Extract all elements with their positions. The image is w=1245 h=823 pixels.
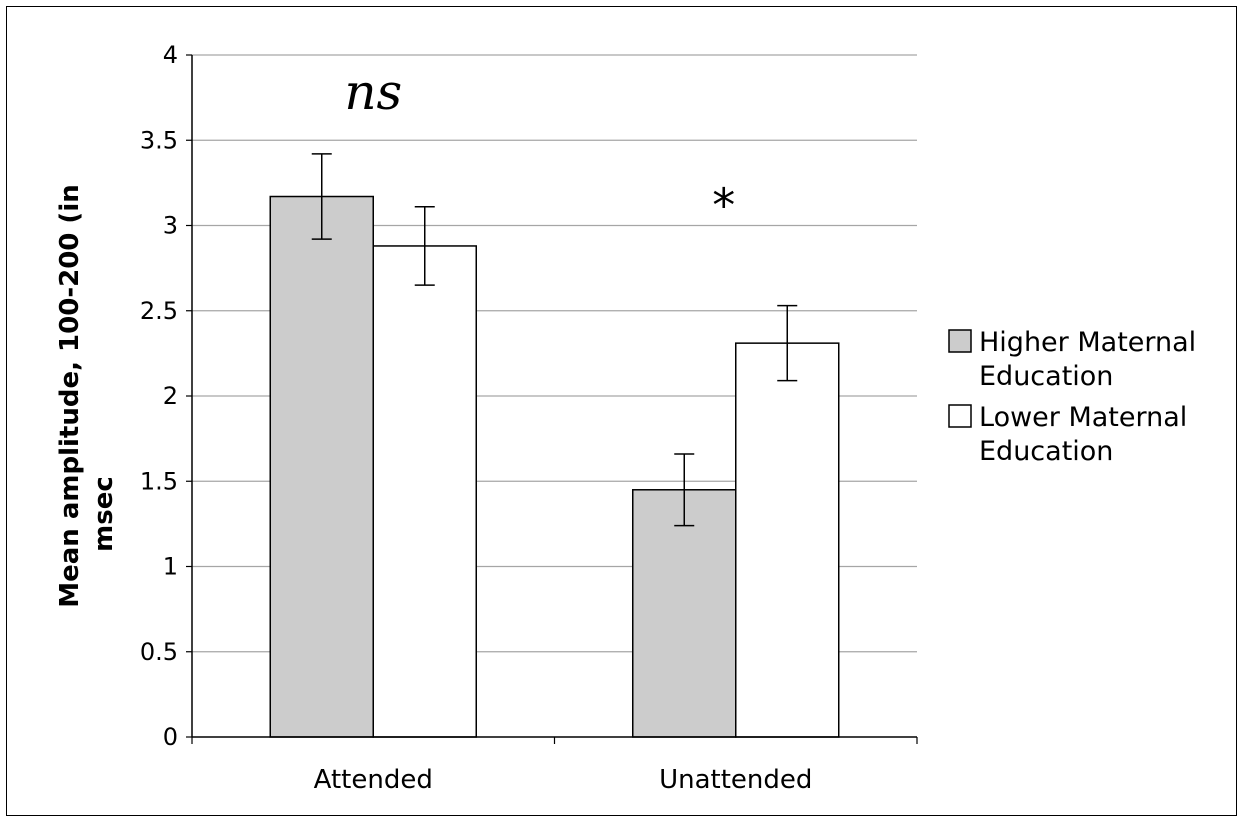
y-tick-label: 3 — [163, 212, 178, 240]
annotations: ns * — [344, 63, 735, 232]
y-tick-label: 4 — [163, 41, 178, 69]
legend-label-lower-line1: Lower Maternal — [979, 402, 1187, 433]
legend-swatch-higher — [948, 329, 972, 353]
x-category-label: Attended — [314, 765, 433, 795]
legend-label-higher-line2: Education — [979, 361, 1113, 392]
chart-frame — [6, 6, 1237, 816]
y-tick-label: 0.5 — [140, 638, 178, 666]
y-axis-title-line1: Mean amplitude, 100-200 (in — [55, 184, 85, 608]
y-tick-labels: 0 0.5 1 1.5 2 2.5 3 3.5 4 — [140, 41, 178, 751]
y-tick-label: 2 — [163, 382, 178, 410]
bar-attended-higher — [269, 195, 374, 738]
axes — [186, 54, 918, 744]
x-category-label: Unattended — [659, 765, 812, 795]
legend-label-lower-line2: Education — [979, 436, 1113, 467]
x-category-labels: Attended Unattended — [314, 765, 813, 795]
significance-star: * — [712, 178, 735, 232]
ns-annotation: ns — [344, 63, 402, 121]
y-axis-title-line2: msec — [89, 476, 119, 552]
y-tick-label: 1.5 — [140, 467, 178, 495]
bar-attended-lower — [372, 245, 477, 738]
y-tick-label: 3.5 — [140, 126, 178, 154]
legend-label-higher-line1: Higher Maternal — [979, 327, 1196, 358]
bar-unattended-lower — [735, 342, 840, 738]
bar-unattended-higher — [632, 489, 737, 738]
y-axis-title: Mean amplitude, 100-200 (in msec — [55, 184, 119, 608]
bars — [269, 195, 840, 738]
error-bars — [311, 153, 798, 527]
y-tick-label: 1 — [163, 553, 178, 581]
y-tick-label: 0 — [163, 723, 178, 751]
legend-swatch-lower — [948, 404, 972, 428]
legend: Higher Maternal Education Lower Maternal… — [948, 327, 1196, 467]
y-tick-label: 2.5 — [140, 297, 178, 325]
